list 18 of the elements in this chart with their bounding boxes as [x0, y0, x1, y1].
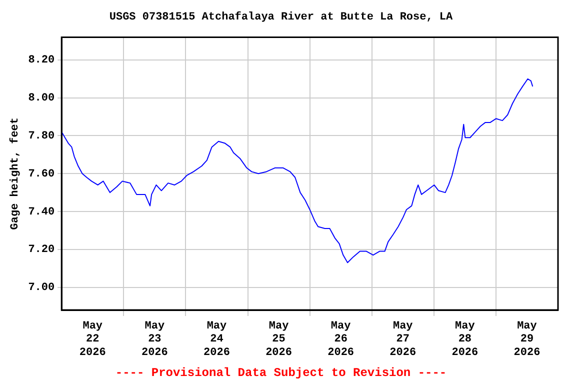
x-tick-label: May 27 2026	[390, 320, 416, 359]
x-tick-label: May 25 2026	[266, 320, 292, 359]
y-tick-label: 7.60	[28, 168, 55, 180]
chart-title: USGS 07381515 Atchafalaya River at Butte La Rose, LA	[109, 10, 454, 24]
text: ---- Provisional Data Subject to Revision ----	[115, 366, 447, 380]
y-tick-label: 8.00	[28, 92, 55, 105]
x-tick-label: May 28 2026	[452, 320, 478, 359]
x-tick-label: May 24 2026	[204, 320, 230, 359]
x-tick-label: May 29 2026	[514, 320, 540, 359]
x-tick-label: May 23 2026	[141, 320, 168, 359]
x-tick-label: May 26 2026	[328, 320, 354, 359]
y-tick-label: 8.20	[28, 54, 55, 67]
y-tick-label: 7.20	[28, 244, 55, 256]
y-tick-label: 7.80	[28, 130, 55, 142]
x-tick-label: May 22 2026	[79, 320, 106, 359]
y-tick-label: 7.00	[28, 282, 55, 294]
y-axis-title: Gage height, feet	[8, 117, 22, 230]
y-tick-label: 7.40	[28, 206, 55, 218]
